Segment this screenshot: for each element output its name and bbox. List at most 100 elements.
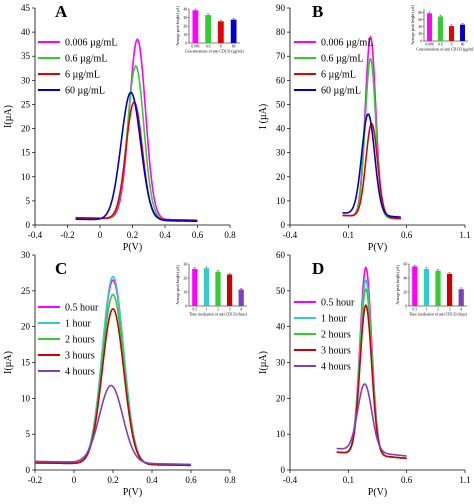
x-tick-label: 1.1 bbox=[459, 230, 470, 240]
legend-label: 0.6 µg/mL bbox=[321, 54, 363, 65]
legend-label: 60 µg/mL bbox=[65, 86, 105, 97]
inset-bar bbox=[427, 13, 432, 41]
legend-label: 1 hour bbox=[65, 319, 92, 330]
inset-x-tick-label: 0.5 bbox=[193, 308, 198, 312]
inset-y-tick-label: 20 bbox=[403, 290, 407, 294]
x-tick-label: 0 bbox=[72, 475, 77, 485]
y-tick-label: 40 bbox=[21, 27, 31, 37]
legend-label: 1 hour bbox=[321, 314, 348, 325]
y-tick-label: 20 bbox=[276, 393, 286, 403]
y-tick-label: 20 bbox=[276, 172, 286, 182]
inset-y-tick-label: 0 bbox=[185, 41, 187, 45]
inset-y-tick-label: 10 bbox=[183, 290, 187, 294]
inset-bar bbox=[205, 14, 211, 43]
y-tick-label: 60 bbox=[276, 75, 286, 85]
y-tick-label: 0 bbox=[281, 465, 286, 475]
legend: 0.006 µg/mL 0.6 µg/mL 6 µg/mL 60 µg/mL bbox=[294, 38, 373, 97]
legend-label: 0.006 µg/mL bbox=[65, 38, 117, 49]
y-tick-label: 30 bbox=[21, 250, 31, 260]
x-tick-label: -0.4 bbox=[28, 230, 43, 240]
inset-y-tick-label: 40 bbox=[403, 276, 407, 280]
y-tick-label: 0 bbox=[26, 220, 31, 230]
legend-label: 6 µg/mL bbox=[321, 70, 356, 81]
legend-label: 0.006 µg/mL bbox=[321, 38, 373, 49]
legend-label: 4 hours bbox=[65, 367, 95, 378]
inset-y-tick-label: 0 bbox=[405, 304, 407, 308]
x-axis-title: P(V) bbox=[368, 242, 387, 253]
inset-bar bbox=[230, 19, 237, 43]
series-line bbox=[34, 307, 192, 467]
inset-bar bbox=[435, 270, 441, 306]
y-axis-title: I(µA) bbox=[3, 351, 14, 374]
x-tick-label: 0 bbox=[98, 230, 103, 240]
inset-x-tick-label: 1 bbox=[426, 308, 428, 312]
series-line bbox=[336, 304, 407, 460]
x-axis-title: P(V) bbox=[368, 487, 387, 498]
y-tick-label: 10 bbox=[21, 393, 31, 403]
legend-label: 2 hours bbox=[65, 335, 95, 346]
legend-label: 0.5 hour bbox=[321, 298, 355, 309]
inset-x-tick-label: 60 bbox=[232, 45, 236, 49]
legend: 0.5 hour 1 hour 2 hours 3 hours 4 hours bbox=[294, 298, 355, 373]
inset-x-tick-label: 0.5 bbox=[413, 308, 418, 312]
y-tick-label: 50 bbox=[276, 99, 286, 109]
inset-y-tick-label: 30 bbox=[183, 262, 187, 266]
y-tick-label: 0 bbox=[26, 465, 31, 475]
inset-y-tick-label: 40 bbox=[183, 7, 187, 11]
series-line bbox=[75, 91, 198, 223]
x-tick-label: 0.2 bbox=[127, 230, 138, 240]
panel-letter: C bbox=[55, 259, 67, 278]
y-tick-label: 20 bbox=[21, 322, 31, 332]
y-tick-label: 15 bbox=[21, 358, 31, 368]
inset-y-tick-label: 30 bbox=[183, 16, 187, 20]
inset-y-tick-label: 10 bbox=[183, 33, 187, 37]
inset-x-title: Time incubation of anti CD133 (hour) bbox=[189, 313, 248, 317]
legend-label: 6 µg/mL bbox=[65, 70, 100, 81]
legend-label: 4 hours bbox=[321, 362, 351, 373]
inset-y-tick-label: 0 bbox=[420, 39, 422, 43]
panel-A: 0 5 10 15 20 25 30 35 40 45 -0.4 -0.2 0 0.2 0.4 0.6 0.8 P… bbox=[3, 2, 245, 253]
legend-label: 2 hours bbox=[321, 330, 351, 341]
y-tick-label: 40 bbox=[276, 322, 286, 332]
inset-x-tick-label: 0.6 bbox=[438, 43, 443, 47]
y-tick-label: 5 bbox=[26, 429, 31, 439]
x-tick-label: -0.2 bbox=[28, 475, 42, 485]
y-tick-label: 60 bbox=[276, 250, 286, 260]
inset-y-title: Average peak height (µA) bbox=[176, 5, 180, 45]
inset-y-tick-label: 60 bbox=[403, 262, 407, 266]
series-line bbox=[336, 383, 407, 457]
x-tick-label: 0.6 bbox=[185, 475, 197, 485]
inset-x-tick-label: 3 bbox=[449, 308, 451, 312]
inset-bar bbox=[460, 24, 465, 41]
x-tick-label: -0.4 bbox=[283, 230, 298, 240]
legend: 0.5 hour 1 hour 2 hours 3 hours 4 hours bbox=[38, 303, 99, 378]
panel-letter: B bbox=[312, 2, 323, 21]
y-axis-title: I(µA) bbox=[3, 105, 14, 128]
inset-bar bbox=[192, 268, 198, 306]
y-tick-label: 80 bbox=[276, 27, 286, 37]
panel-letter: A bbox=[55, 2, 68, 21]
inset-y-tick-label: 80 bbox=[418, 11, 422, 15]
inset-y-tick-label: 40 bbox=[418, 25, 422, 29]
inset-x-tick-label: 6 bbox=[451, 43, 453, 47]
x-tick-label: 0.2 bbox=[107, 475, 118, 485]
legend: 0.006 µg/mL 0.6 µg/mL 6 µg/mL 60 µg/mL bbox=[38, 38, 117, 97]
y-tick-label: 35 bbox=[21, 51, 31, 61]
y-tick-label: 25 bbox=[21, 286, 31, 296]
x-tick-label: 0.1 bbox=[343, 230, 354, 240]
inset-x-tick-label: 2 bbox=[437, 308, 439, 312]
inset-bar bbox=[438, 16, 443, 41]
inset-y-tick-label: 0 bbox=[185, 304, 187, 308]
inset-bar bbox=[458, 289, 464, 306]
inset-x-tick-label: 60 bbox=[461, 43, 465, 47]
y-tick-label: 50 bbox=[276, 286, 286, 296]
y-tick-label: 25 bbox=[21, 99, 31, 109]
y-tick-label: 30 bbox=[276, 148, 286, 158]
x-tick-label: 0.4 bbox=[159, 230, 171, 240]
inset-y-tick-label: 20 bbox=[183, 276, 187, 280]
inset-x-tick-label: 4 bbox=[240, 308, 242, 312]
